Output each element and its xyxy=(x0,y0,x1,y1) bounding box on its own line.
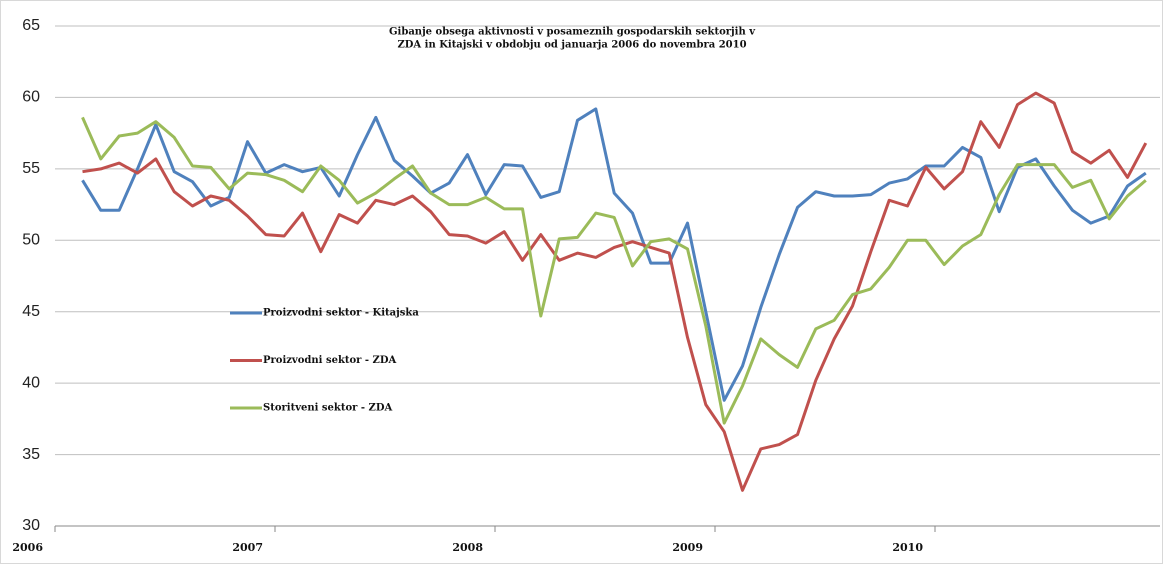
x-tick-label: 2010 xyxy=(892,541,923,554)
y-tick-label: 50 xyxy=(22,232,40,249)
legend-label: Proizvodni sektor - ZDA xyxy=(263,355,397,366)
y-tick-label: 60 xyxy=(22,89,40,106)
y-tick-label: 35 xyxy=(22,446,40,463)
chart-title: Gibanje obsega aktivnosti v posameznih g… xyxy=(389,27,756,38)
y-tick-label: 40 xyxy=(22,374,40,391)
legend-label: Storitveni sektor - ZDA xyxy=(263,403,392,414)
x-tick-label: 2007 xyxy=(232,541,263,554)
chart-title: ZDA in Kitajski v obdobju od januarja 20… xyxy=(397,40,746,51)
x-tick-label: 2008 xyxy=(452,541,483,554)
x-tick-label: 2009 xyxy=(672,541,703,554)
y-tick-label: 45 xyxy=(22,303,40,320)
y-tick-label: 30 xyxy=(22,517,40,534)
y-tick-label: 55 xyxy=(22,160,40,177)
series-line xyxy=(82,91,1148,492)
x-tick-label: 2006 xyxy=(12,541,43,554)
series-line xyxy=(81,116,1147,425)
legend-label: Proizvodni sektor - Kitajska xyxy=(263,308,419,319)
y-tick-label: 65 xyxy=(22,17,40,34)
